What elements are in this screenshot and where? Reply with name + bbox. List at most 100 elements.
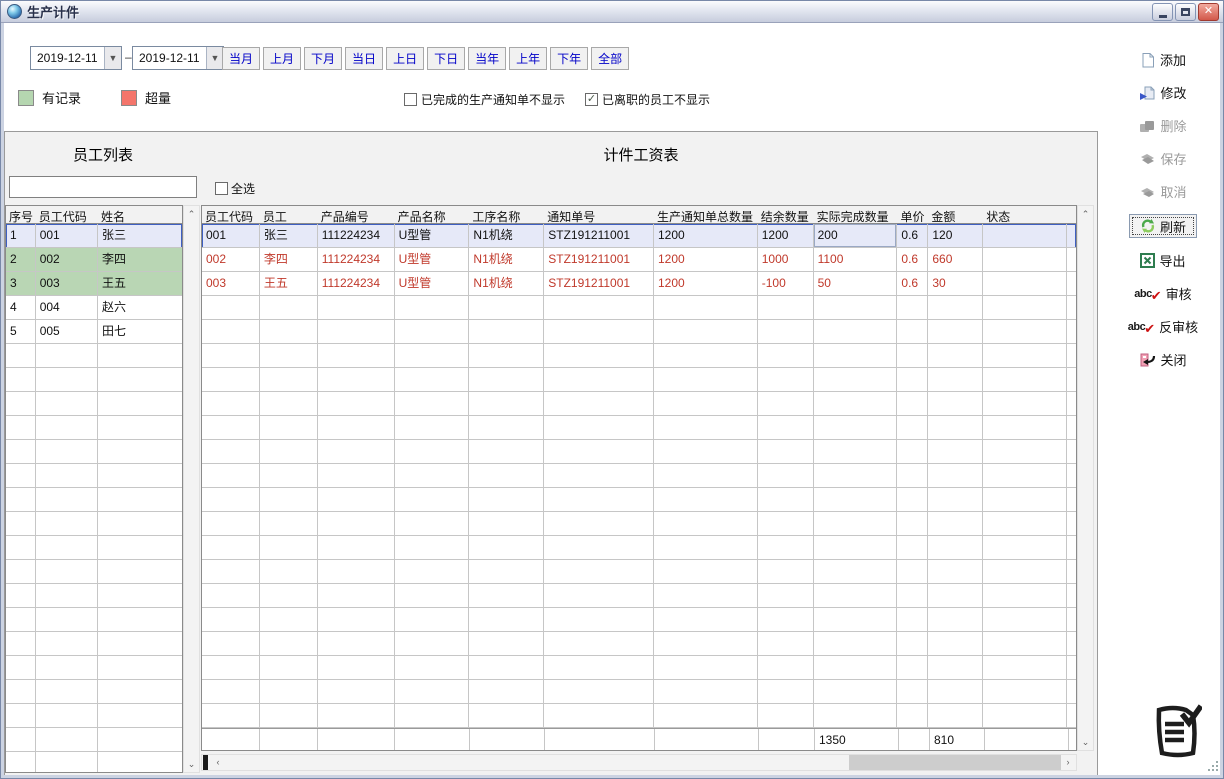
employee-row[interactable] [6, 512, 182, 536]
refresh-button[interactable]: 刷新 [1128, 214, 1197, 238]
cell-actual-done-qty[interactable] [813, 320, 898, 344]
wage-row[interactable] [202, 344, 1076, 368]
employee-row[interactable] [6, 560, 182, 584]
maximize-button[interactable] [1175, 2, 1196, 21]
employee-row[interactable] [6, 752, 182, 772]
close-form-button[interactable]: 关闭 [1139, 349, 1187, 370]
unaudit-button[interactable]: abc ✔ 反审核 [1128, 316, 1198, 337]
cell-actual-done-qty[interactable] [813, 536, 898, 560]
wage-row[interactable] [202, 512, 1076, 536]
wage-row[interactable] [202, 560, 1076, 584]
employee-row[interactable]: 2 002 李四 [6, 248, 182, 272]
employee-row[interactable] [6, 488, 182, 512]
add-button[interactable]: 添加 [1140, 49, 1186, 70]
column-header-actual-done-qty[interactable]: 实际完成数量 [816, 210, 889, 223]
employee-row[interactable] [6, 344, 182, 368]
employee-row[interactable] [6, 392, 182, 416]
employee-row[interactable] [6, 656, 182, 680]
export-button[interactable]: 导出 [1140, 250, 1186, 271]
scroll-down-icon[interactable]: ⌄ [187, 759, 196, 769]
date-to-select[interactable]: 2019-12-11 ▼ [132, 46, 224, 70]
wage-row[interactable]: 001 张三 111224234 U型管 N1机绕 STZ191211001 1… [202, 224, 1076, 248]
quick-date-button[interactable]: 当月 [222, 47, 261, 70]
wage-row[interactable] [202, 656, 1076, 680]
quick-date-button[interactable]: 上年 [509, 47, 548, 70]
date-from-select[interactable]: 2019-12-11 ▼ [30, 46, 122, 70]
cell-actual-done-qty[interactable] [813, 296, 898, 320]
wage-row[interactable] [202, 584, 1076, 608]
quick-date-button[interactable]: 下月 [304, 47, 343, 70]
wage-row[interactable] [202, 680, 1076, 704]
checkbox-unchecked-icon[interactable] [404, 93, 417, 106]
wage-row[interactable] [202, 392, 1076, 416]
cancel-button[interactable]: 取消 [1139, 181, 1187, 202]
quick-date-button[interactable]: 下年 [550, 47, 589, 70]
column-header-amount[interactable]: 金额 [931, 210, 956, 223]
column-header-employee[interactable]: 员工 [262, 210, 287, 223]
column-header-seq[interactable]: 序号 [9, 210, 34, 223]
edit-button[interactable]: 修改 [1139, 82, 1187, 103]
employee-row[interactable] [6, 536, 182, 560]
cell-actual-done-qty[interactable] [813, 608, 898, 632]
cell-actual-done-qty[interactable]: 50 [813, 272, 898, 296]
checkbox-unchecked-icon[interactable] [215, 182, 228, 195]
wage-row[interactable] [202, 488, 1076, 512]
employee-row[interactable]: 5 005 田七 [6, 320, 182, 344]
cell-actual-done-qty[interactable] [813, 368, 898, 392]
cell-actual-done-qty[interactable] [813, 416, 898, 440]
employee-row[interactable] [6, 728, 182, 752]
column-header-emp-code[interactable]: 员工代码 [205, 210, 254, 223]
employee-row[interactable] [6, 464, 182, 488]
save-button[interactable]: 保存 [1139, 148, 1187, 169]
employee-search-input[interactable] [9, 176, 197, 198]
column-header-balance-qty[interactable]: 结余数量 [760, 210, 809, 223]
cell-actual-done-qty[interactable] [813, 392, 898, 416]
employee-row[interactable] [6, 584, 182, 608]
employee-row[interactable] [6, 680, 182, 704]
cell-actual-done-qty[interactable] [813, 656, 898, 680]
scroll-up-icon[interactable]: ⌃ [187, 209, 196, 219]
column-header-product-name[interactable]: 产品名称 [397, 210, 446, 223]
cell-actual-done-qty[interactable] [813, 680, 898, 704]
column-header-product-no[interactable]: 产品编号 [320, 210, 369, 223]
wage-table-hscrollbar[interactable]: ‹ › [201, 754, 1077, 771]
employee-row[interactable] [6, 632, 182, 656]
column-header-notice-total-qty[interactable]: 生产通知单总数量 [656, 210, 753, 223]
quick-date-button[interactable]: 当年 [468, 47, 507, 70]
scroll-down-icon[interactable]: ⌄ [1081, 737, 1090, 747]
hscroll-thumb[interactable] [849, 755, 1061, 770]
minimize-button[interactable] [1152, 2, 1173, 21]
scroll-right-icon[interactable]: › [1066, 757, 1070, 767]
column-header-status[interactable]: 状态 [986, 210, 1011, 223]
checkbox-checked-icon[interactable]: ✓ [585, 93, 598, 106]
cell-actual-done-qty[interactable]: 1100 [813, 248, 898, 272]
wage-row[interactable] [202, 416, 1076, 440]
employee-row[interactable] [6, 704, 182, 728]
employee-row[interactable]: 3 003 王五 [6, 272, 182, 296]
cell-actual-done-qty[interactable] [813, 464, 898, 488]
resize-grip[interactable] [1206, 761, 1218, 773]
quick-date-button[interactable]: 上日 [386, 47, 425, 70]
wage-row[interactable]: 002 李四 111224234 U型管 N1机绕 STZ191211001 1… [202, 248, 1076, 272]
cell-actual-done-qty[interactable] [813, 560, 898, 584]
column-header-process-name[interactable]: 工序名称 [472, 210, 521, 223]
scroll-left-icon[interactable]: ‹ [216, 757, 220, 767]
employee-row[interactable] [6, 608, 182, 632]
wage-row[interactable] [202, 368, 1076, 392]
column-header-unit-price[interactable]: 单价 [900, 210, 925, 223]
column-header-notice-no[interactable]: 通知单号 [547, 210, 596, 223]
employee-table-scrollbar[interactable]: ⌃ ⌄ [183, 205, 200, 773]
cell-actual-done-qty[interactable] [813, 584, 898, 608]
employee-row[interactable] [6, 440, 182, 464]
employee-row[interactable]: 1 001 张三 [6, 224, 182, 248]
wage-row[interactable] [202, 536, 1076, 560]
employee-row[interactable]: 4 004 赵六 [6, 296, 182, 320]
quick-date-button[interactable]: 上月 [263, 47, 302, 70]
quick-date-button[interactable]: 全部 [591, 47, 630, 70]
wage-row[interactable] [202, 632, 1076, 656]
column-header-emp-code[interactable]: 员工代码 [38, 210, 87, 223]
chevron-down-icon[interactable]: ▼ [206, 47, 223, 69]
cell-actual-done-qty[interactable] [813, 512, 898, 536]
wage-row[interactable] [202, 608, 1076, 632]
employee-row[interactable] [6, 416, 182, 440]
